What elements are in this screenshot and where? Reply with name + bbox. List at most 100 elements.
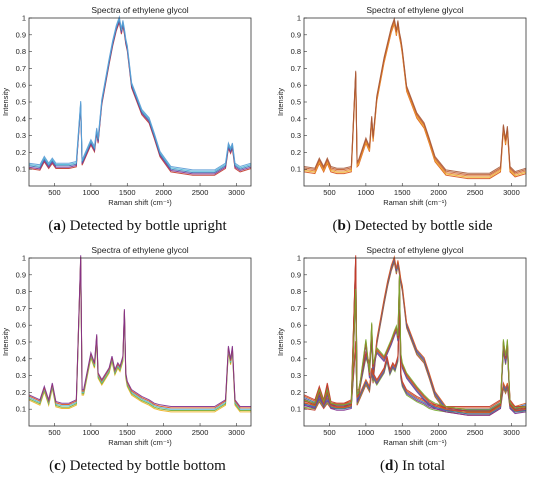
caption-text: Detected by bottle bottom: [69, 458, 226, 474]
chart-title: Spectra of ethylene glycol: [366, 245, 463, 255]
y-tick-label: 0.8: [16, 287, 26, 296]
y-tick-label: 0.6: [291, 81, 301, 90]
y-tick-label: 0.7: [291, 64, 301, 73]
x-tick-label: 1500: [119, 188, 136, 197]
x-tick-label: 2000: [430, 428, 447, 437]
y-tick-label: 0.6: [16, 321, 26, 330]
y-tick-label: 0.5: [291, 98, 301, 107]
series-line: [303, 16, 527, 174]
series-0: [303, 255, 527, 416]
panel-c: Spectra of ethylene glycol 0.1 0.2 0.3 0.4 0.…: [0, 240, 275, 480]
series-line: [303, 275, 527, 411]
y-tick-label: 1: [22, 14, 26, 23]
series-line: [28, 259, 251, 411]
y-tick-label: 0.9: [16, 270, 26, 279]
plot-frame: [303, 17, 527, 187]
x-tick-label: 1000: [83, 428, 100, 437]
x-tick-label: 2500: [467, 428, 484, 437]
y-tick-label: 0.5: [16, 338, 26, 347]
panel-a: Spectra of ethylene glycol 0.1 0.2 0.3 0.4 0.…: [0, 0, 275, 240]
series-line: [28, 15, 252, 171]
y-tick-label: 0.6: [291, 321, 301, 330]
series-0: [28, 15, 252, 176]
x-tick-label: 2500: [192, 428, 209, 437]
series-line: [28, 17, 252, 174]
y-tick-label: 0.4: [291, 354, 301, 363]
x-tick-label: 1000: [83, 188, 100, 197]
y-tick-label: 1: [22, 254, 26, 263]
y-tick-label: 0.9: [16, 30, 26, 39]
y-tick-label: 0.1: [16, 405, 26, 414]
x-tick-label: 1500: [394, 188, 411, 197]
series-line: [303, 18, 527, 176]
caption-letter: b: [337, 218, 346, 234]
x-tick-label: 3000: [228, 188, 245, 197]
x-axis-label: Raman shift (cm⁻¹): [383, 198, 447, 207]
y-axis-label: Intensity: [1, 88, 10, 116]
chart-title: Spectra of ethylene glycol: [91, 245, 188, 255]
x-tick-label: 1500: [394, 428, 411, 437]
y-tick-label: 0.4: [291, 114, 301, 123]
series-line: [28, 20, 252, 176]
series-line: [28, 260, 251, 413]
y-tick-label: 0.5: [291, 338, 301, 347]
y-tick-label: 0.6: [16, 81, 26, 90]
series-line: [303, 255, 526, 407]
series-line: [28, 257, 251, 410]
x-tick-label: 2500: [192, 188, 209, 197]
x-tick-label: 1000: [358, 188, 375, 197]
x-tick-label: 3000: [228, 428, 245, 437]
series-line: [28, 16, 252, 172]
y-tick-label: 0.4: [16, 354, 26, 363]
x-tick-label: 500: [323, 188, 336, 197]
y-tick-label: 1: [297, 254, 301, 263]
caption-text: In total: [402, 458, 445, 474]
caption-a: (a) Detected by bottle upright: [48, 218, 227, 234]
series-0: [303, 16, 527, 180]
series-line: [28, 256, 251, 409]
series-2: [303, 275, 527, 416]
x-tick-label: 1000: [358, 428, 375, 437]
series-line: [303, 19, 527, 177]
y-tick-label: 0.2: [16, 388, 26, 397]
x-tick-label: 2500: [467, 188, 484, 197]
y-tick-label: 0.3: [16, 131, 26, 140]
y-tick-label: 0.2: [291, 388, 301, 397]
caption-c: (c) Detected by bottle bottom: [49, 458, 226, 474]
series-line: [303, 22, 527, 180]
y-tick-label: 0.7: [291, 304, 301, 313]
y-tick-label: 0.8: [291, 47, 301, 56]
y-tick-label: 0.2: [16, 148, 26, 157]
caption-b: (b) Detected by bottle side: [332, 218, 493, 234]
series-line: [28, 255, 251, 407]
caption-text: Detected by bottle upright: [69, 218, 227, 234]
x-tick-label: 3000: [503, 428, 520, 437]
caption-d: (d) In total: [380, 458, 445, 474]
y-tick-label: 0.7: [16, 304, 26, 313]
x-axis-label: Raman shift (cm⁻¹): [383, 438, 447, 447]
y-tick-label: 0.1: [291, 405, 301, 414]
y-axis-label: Intensity: [276, 328, 285, 356]
y-tick-label: 0.3: [291, 131, 301, 140]
y-tick-label: 0.9: [291, 30, 301, 39]
caption-letter: c: [54, 458, 61, 474]
x-tick-label: 2000: [155, 428, 172, 437]
x-axis-label: Raman shift (cm⁻¹): [108, 198, 172, 207]
y-tick-label: 0.8: [291, 287, 301, 296]
x-tick-label: 500: [323, 428, 336, 437]
y-tick-label: 0.2: [291, 148, 301, 157]
y-tick-label: 0.4: [16, 114, 26, 123]
y-tick-label: 0.7: [16, 64, 26, 73]
x-tick-label: 500: [48, 188, 61, 197]
chart-a: Spectra of ethylene glycol 0.1 0.2 0.3 0.4 0.…: [1, 5, 252, 207]
y-axis-label: Intensity: [276, 88, 285, 116]
panel-d: Spectra of ethylene glycol 0.1 0.2 0.3 0.4 0.…: [275, 240, 550, 480]
series-line: [28, 19, 252, 175]
series-line: [303, 259, 527, 415]
caption-text: Detected by bottle side: [354, 218, 493, 234]
y-tick-label: 1: [297, 14, 301, 23]
x-axis-label: Raman shift (cm⁻¹): [108, 438, 172, 447]
chart-b: Spectra of ethylene glycol 0.1 0.2 0.3 0.4 0.…: [276, 5, 527, 207]
caption-letter: a: [53, 218, 61, 234]
y-axis-label: Intensity: [1, 328, 10, 356]
